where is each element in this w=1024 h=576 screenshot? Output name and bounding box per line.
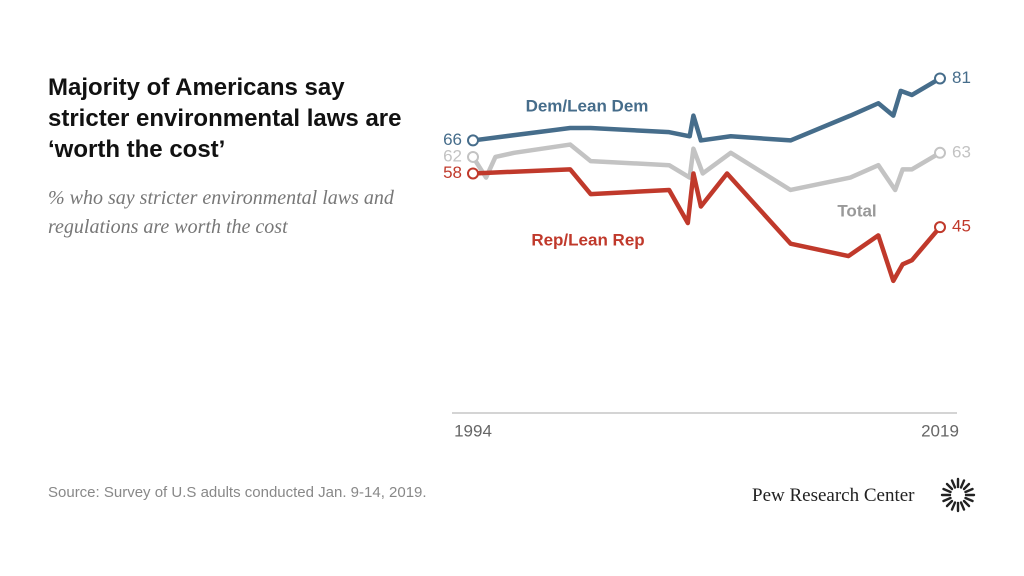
x-tick-label: 2019 <box>921 421 959 440</box>
series-line <box>472 76 942 143</box>
series-label: Dem/Lean Dem <box>526 96 649 115</box>
series-label: Rep/Lean Rep <box>531 230 644 249</box>
data-label: 58 <box>443 163 462 182</box>
end-marker <box>934 221 946 234</box>
series-line <box>471 142 942 193</box>
data-label: 63 <box>952 142 971 161</box>
end-marker <box>934 146 946 159</box>
chart-subtitle: % who say stricter environmental laws an… <box>48 187 394 238</box>
data-label: 66 <box>443 130 462 149</box>
end-marker <box>934 72 946 85</box>
logo-icon <box>940 477 976 513</box>
source-note: Source: Survey of U.S adults conducted J… <box>48 484 427 501</box>
data-label: 62 <box>443 146 462 165</box>
end-marker <box>467 150 479 163</box>
series-line <box>472 167 942 284</box>
end-marker <box>467 134 479 147</box>
data-label: 81 <box>952 68 971 87</box>
chart-title: Majority of Americans say stricter envir… <box>48 74 402 163</box>
end-marker <box>467 167 479 180</box>
data-label: 45 <box>952 217 971 236</box>
brand-name: Pew Research Center <box>752 485 915 506</box>
series-label: Total <box>837 201 876 220</box>
x-tick-label: 1994 <box>454 421 492 440</box>
